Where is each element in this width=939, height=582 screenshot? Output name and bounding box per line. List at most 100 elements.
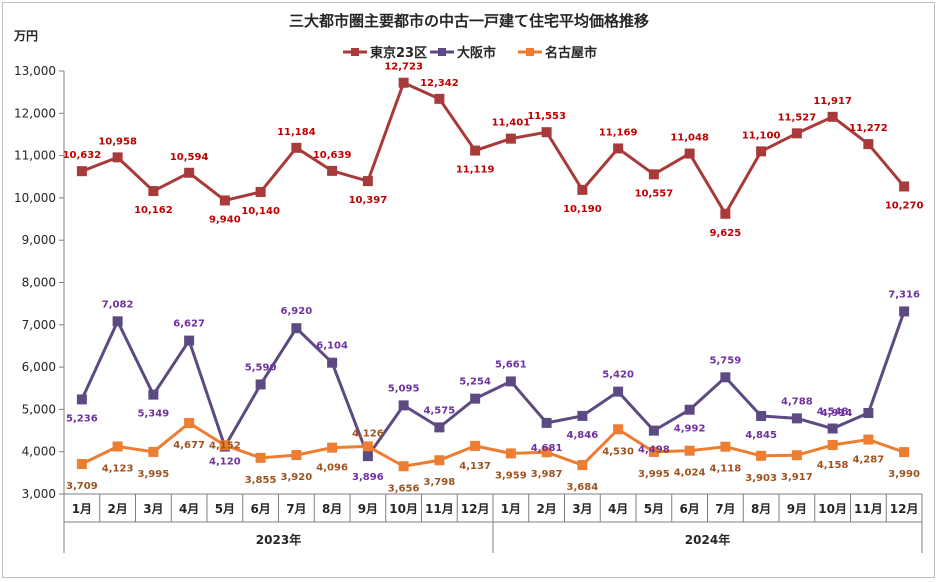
data-label: 10,639 [313, 150, 352, 161]
data-label: 11,184 [277, 127, 316, 138]
data-point [398, 461, 409, 472]
data-label: 3,855 [245, 475, 277, 486]
data-label: 4,123 [102, 463, 134, 474]
legend-swatch-marker [351, 48, 359, 56]
data-point [541, 417, 552, 428]
data-point [863, 139, 874, 150]
data-point [291, 323, 302, 334]
data-point [219, 195, 230, 206]
data-label: 4,126 [352, 428, 384, 439]
data-point [827, 111, 838, 122]
data-label: 4,846 [567, 430, 599, 441]
x-tick-label: 10月 [389, 502, 418, 516]
data-point [577, 410, 588, 421]
data-label: 10,270 [885, 200, 924, 211]
y-tick-label: 7,000 [22, 318, 56, 332]
data-label: 3,917 [781, 472, 813, 483]
data-point [505, 376, 516, 387]
data-point [148, 446, 159, 457]
data-label: 4,158 [817, 460, 849, 471]
x-tick-label: 9月 [787, 502, 807, 516]
data-point [434, 93, 445, 104]
legend-swatch-marker [526, 48, 534, 56]
data-label: 4,575 [424, 405, 456, 416]
x-tick-label: 3月 [143, 502, 163, 516]
data-point [756, 410, 767, 421]
data-point [827, 423, 838, 434]
data-point [76, 166, 87, 177]
data-point [791, 128, 802, 139]
data-label: 5,420 [602, 370, 634, 381]
data-point [648, 169, 659, 180]
data-label: 10,632 [63, 150, 102, 161]
data-label: 3,987 [531, 469, 563, 480]
data-label: 4,137 [459, 461, 491, 472]
data-point [613, 143, 624, 154]
data-point [791, 450, 802, 461]
data-label: 7,082 [102, 299, 134, 310]
x-tick-label: 4月 [179, 502, 199, 516]
legend-entry: 東京23区 [370, 45, 427, 61]
data-point [791, 413, 802, 424]
data-label: 7,316 [888, 289, 920, 300]
data-label: 4,530 [602, 446, 634, 457]
legend-entry: 大阪市 [457, 45, 496, 61]
data-point [899, 306, 910, 317]
x-tick-label: 1月 [72, 502, 92, 516]
data-label: 3,920 [281, 472, 313, 483]
data-point [255, 379, 266, 390]
data-point [470, 145, 481, 156]
data-point [684, 445, 695, 456]
x-tick-label: 3月 [572, 502, 592, 516]
data-point [899, 447, 910, 458]
data-label: 4,118 [710, 464, 742, 475]
axes: 3,000 4,000 5,000 6,000 7,000 8,000 9,000 10,00… [14, 64, 923, 553]
data-label: 4,120 [209, 457, 241, 468]
data-label: 4,845 [745, 430, 777, 441]
data-label: 11,527 [778, 112, 817, 123]
data-label: 3,903 [745, 473, 777, 484]
x-tick-label: 11月 [854, 502, 883, 516]
data-label: 4,681 [531, 443, 563, 454]
data-point [863, 408, 874, 419]
y-axis-unit: 万円 [13, 29, 38, 43]
data-point [648, 446, 659, 457]
data-point [398, 400, 409, 411]
data-label: 5,661 [495, 359, 527, 370]
data-label: 10,397 [349, 195, 388, 206]
x-tick-label: 7月 [286, 502, 306, 516]
data-label: 6,627 [173, 319, 205, 330]
data-label: 11,119 [456, 165, 495, 176]
data-label: 4,152 [209, 440, 241, 451]
data-point [684, 404, 695, 415]
x-tick-label: 7月 [715, 502, 735, 516]
data-point [541, 447, 552, 458]
data-point [863, 434, 874, 445]
y-tick-label: 8,000 [22, 276, 56, 290]
x-tick-label: 5月 [215, 502, 235, 516]
data-label: 10,162 [134, 205, 173, 216]
data-point [684, 148, 695, 159]
data-label: 4,024 [674, 468, 706, 479]
data-point [541, 127, 552, 138]
data-label: 5,236 [66, 413, 98, 424]
data-point [613, 424, 624, 435]
data-label: 10,190 [563, 204, 602, 215]
data-label: 6,104 [316, 341, 348, 352]
y-tick-label: 5,000 [22, 402, 56, 416]
series-line [81, 421, 905, 468]
data-point [327, 442, 338, 453]
y-tick-label: 4,000 [22, 445, 56, 459]
y-tick-label: 10,000 [14, 191, 56, 205]
data-point [720, 372, 731, 383]
data-point [148, 186, 159, 197]
x-tick-label: 6月 [679, 502, 699, 516]
data-label: 5,349 [138, 409, 170, 420]
data-label: 4,677 [173, 440, 205, 451]
legend-swatch-marker [438, 48, 446, 56]
data-label: 4,914 [821, 408, 853, 419]
data-point [505, 448, 516, 459]
legend: 東京23区 大阪市 名古屋市 [343, 45, 597, 61]
